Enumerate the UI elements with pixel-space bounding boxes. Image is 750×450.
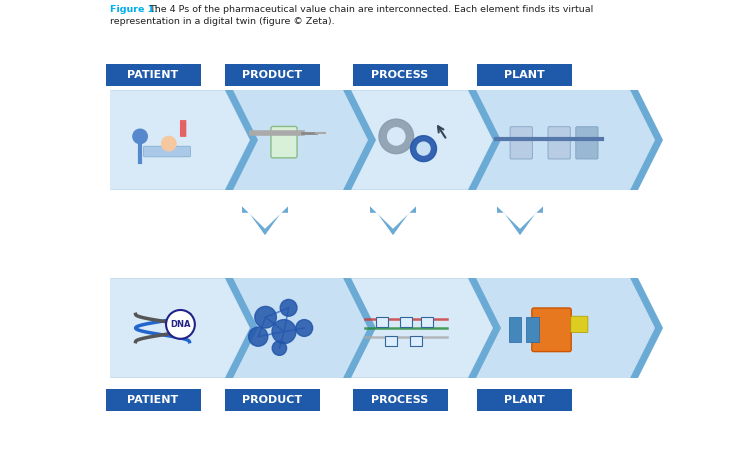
Circle shape (249, 327, 268, 346)
Text: Figure 1:: Figure 1: (110, 5, 158, 14)
Text: DNA: DNA (170, 320, 190, 329)
FancyBboxPatch shape (143, 146, 190, 157)
Circle shape (166, 310, 195, 339)
Circle shape (280, 299, 297, 316)
Polygon shape (110, 279, 250, 377)
Circle shape (272, 320, 296, 344)
FancyBboxPatch shape (509, 317, 521, 342)
Circle shape (410, 136, 436, 162)
Polygon shape (343, 278, 376, 378)
FancyBboxPatch shape (224, 64, 320, 86)
Text: The 4 Ps of the pharmaceutical value chain are interconnected. Each element find: The 4 Ps of the pharmaceutical value cha… (149, 5, 593, 14)
Text: PRODUCT: PRODUCT (242, 395, 302, 405)
Polygon shape (110, 278, 655, 378)
Circle shape (388, 128, 405, 145)
Polygon shape (110, 91, 250, 189)
Circle shape (161, 136, 176, 151)
Circle shape (255, 306, 277, 328)
Polygon shape (242, 207, 288, 235)
Text: PROCESS: PROCESS (371, 395, 429, 405)
FancyBboxPatch shape (386, 336, 398, 346)
Polygon shape (110, 90, 655, 190)
Polygon shape (468, 90, 501, 190)
FancyBboxPatch shape (410, 336, 422, 346)
Circle shape (133, 129, 147, 144)
Polygon shape (225, 91, 368, 189)
Text: PLANT: PLANT (504, 70, 544, 80)
FancyBboxPatch shape (352, 64, 448, 86)
Text: PROCESS: PROCESS (371, 70, 429, 80)
Circle shape (272, 341, 286, 356)
Polygon shape (468, 278, 501, 378)
Text: representation in a digital twin (figure © Zeta).: representation in a digital twin (figure… (110, 17, 334, 26)
FancyBboxPatch shape (271, 126, 297, 158)
FancyBboxPatch shape (352, 389, 448, 411)
Polygon shape (343, 91, 493, 189)
FancyBboxPatch shape (106, 389, 200, 411)
FancyBboxPatch shape (422, 317, 434, 327)
FancyBboxPatch shape (224, 389, 320, 411)
Polygon shape (225, 278, 258, 378)
Polygon shape (468, 279, 655, 377)
Polygon shape (497, 207, 543, 235)
Circle shape (417, 142, 430, 155)
FancyBboxPatch shape (400, 317, 412, 327)
Polygon shape (370, 207, 416, 235)
Text: PRODUCT: PRODUCT (242, 70, 302, 80)
FancyBboxPatch shape (106, 64, 200, 86)
FancyBboxPatch shape (476, 64, 572, 86)
FancyBboxPatch shape (376, 317, 388, 327)
Polygon shape (630, 278, 663, 378)
Polygon shape (225, 279, 368, 377)
Polygon shape (468, 91, 655, 189)
Text: PATIENT: PATIENT (128, 70, 178, 80)
FancyBboxPatch shape (548, 127, 570, 159)
Polygon shape (343, 90, 376, 190)
Circle shape (296, 320, 313, 337)
Polygon shape (225, 90, 258, 190)
Circle shape (379, 119, 413, 154)
FancyBboxPatch shape (532, 308, 572, 351)
FancyBboxPatch shape (571, 316, 588, 333)
FancyBboxPatch shape (510, 127, 532, 159)
FancyBboxPatch shape (476, 389, 572, 411)
FancyBboxPatch shape (576, 127, 598, 159)
FancyBboxPatch shape (180, 120, 186, 137)
FancyBboxPatch shape (526, 317, 539, 342)
Text: PLANT: PLANT (504, 395, 544, 405)
Polygon shape (343, 279, 493, 377)
Text: PATIENT: PATIENT (128, 395, 178, 405)
Polygon shape (630, 90, 663, 190)
